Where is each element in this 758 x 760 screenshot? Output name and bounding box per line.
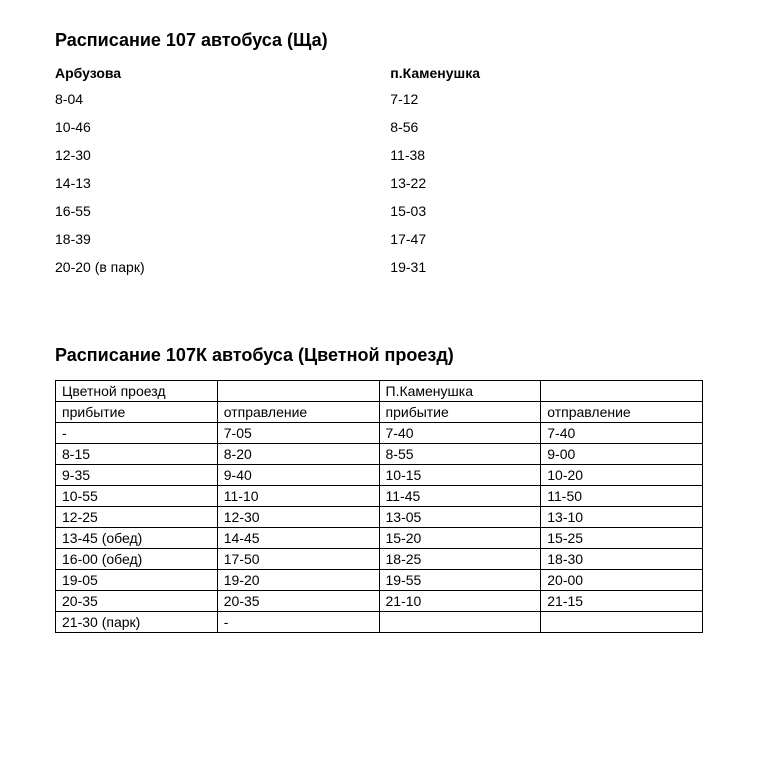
- schedule-107-right-time: 11-38: [390, 147, 670, 163]
- table-row: 20-35 20-35 21-10 21-15: [56, 591, 703, 612]
- schedule-107-left-time: 18-39: [55, 231, 335, 247]
- table-header-cell: [217, 381, 379, 402]
- table-cell: 10-15: [379, 465, 541, 486]
- table-cell: 19-05: [56, 570, 218, 591]
- table-header-row: Цветной проезд П.Каменушка: [56, 381, 703, 402]
- table-cell: 7-40: [379, 423, 541, 444]
- table-cell: 21-30 (парк): [56, 612, 218, 633]
- table-cell: 11-10: [217, 486, 379, 507]
- schedule-107-left-time: 12-30: [55, 147, 335, 163]
- table-header-cell: П.Каменушка: [379, 381, 541, 402]
- table-cell: [541, 612, 703, 633]
- schedule-107-left-time: 10-46: [55, 119, 335, 135]
- table-subheader-cell: отправление: [541, 402, 703, 423]
- schedule-107k-title: Расписание 107К автобуса (Цветной проезд…: [55, 345, 703, 366]
- table-row: 19-05 19-20 19-55 20-00: [56, 570, 703, 591]
- table-cell: 18-25: [379, 549, 541, 570]
- table-row: 16-00 (обед) 17-50 18-25 18-30: [56, 549, 703, 570]
- table-cell: 11-45: [379, 486, 541, 507]
- table-row: 13-45 (обед) 14-45 15-20 15-25: [56, 528, 703, 549]
- schedule-107-right-time: 7-12: [390, 91, 670, 107]
- table-cell: -: [56, 423, 218, 444]
- table-cell: 20-35: [217, 591, 379, 612]
- schedule-107-left-time: 8-04: [55, 91, 335, 107]
- schedule-107-title: Расписание 107 автобуса (Ща): [55, 30, 703, 51]
- table-cell: 21-15: [541, 591, 703, 612]
- schedule-107-right-header: п.Каменушка: [390, 65, 670, 81]
- table-cell: 19-20: [217, 570, 379, 591]
- table-cell: 11-50: [541, 486, 703, 507]
- schedule-107-two-column: Арбузова 8-04 10-46 12-30 14-13 16-55 18…: [55, 65, 671, 287]
- schedule-107k-table: Цветной проезд П.Каменушка прибытие отпр…: [55, 380, 703, 633]
- table-cell: -: [217, 612, 379, 633]
- table-cell: 9-35: [56, 465, 218, 486]
- table-cell: 9-00: [541, 444, 703, 465]
- table-cell: 15-20: [379, 528, 541, 549]
- table-subheader-cell: прибытие: [56, 402, 218, 423]
- table-cell: 20-35: [56, 591, 218, 612]
- schedule-107-left-time: 16-55: [55, 203, 335, 219]
- table-cell: 14-45: [217, 528, 379, 549]
- table-cell: 21-10: [379, 591, 541, 612]
- table-cell: 13-45 (обед): [56, 528, 218, 549]
- schedule-107-right-time: 15-03: [390, 203, 670, 219]
- table-cell: 7-40: [541, 423, 703, 444]
- table-cell: 8-20: [217, 444, 379, 465]
- schedule-107-right-time: 8-56: [390, 119, 670, 135]
- table-cell: 8-15: [56, 444, 218, 465]
- table-row: 12-25 12-30 13-05 13-10: [56, 507, 703, 528]
- table-header-cell: Цветной проезд: [56, 381, 218, 402]
- table-row: 21-30 (парк) -: [56, 612, 703, 633]
- table-row: 9-35 9-40 10-15 10-20: [56, 465, 703, 486]
- table-cell: 10-55: [56, 486, 218, 507]
- table-subheader-row: прибытие отправление прибытие отправлени…: [56, 402, 703, 423]
- table-cell: 16-00 (обед): [56, 549, 218, 570]
- schedule-107-right-time: 17-47: [390, 231, 670, 247]
- table-header-cell: [541, 381, 703, 402]
- table-cell: 13-05: [379, 507, 541, 528]
- schedule-107-left-time: 14-13: [55, 175, 335, 191]
- table-cell: 18-30: [541, 549, 703, 570]
- schedule-107-right-time: 13-22: [390, 175, 670, 191]
- schedule-107-left-header: Арбузова: [55, 65, 335, 81]
- table-subheader-cell: прибытие: [379, 402, 541, 423]
- table-cell: 19-55: [379, 570, 541, 591]
- schedule-107-right-col: п.Каменушка 7-12 8-56 11-38 13-22 15-03 …: [335, 65, 670, 287]
- table-cell: 20-00: [541, 570, 703, 591]
- table-cell: 9-40: [217, 465, 379, 486]
- schedule-107-left-col: Арбузова 8-04 10-46 12-30 14-13 16-55 18…: [55, 65, 335, 287]
- table-cell: 12-30: [217, 507, 379, 528]
- table-cell: 12-25: [56, 507, 218, 528]
- table-cell: 7-05: [217, 423, 379, 444]
- table-row: - 7-05 7-40 7-40: [56, 423, 703, 444]
- table-cell: 13-10: [541, 507, 703, 528]
- table-row: 8-15 8-20 8-55 9-00: [56, 444, 703, 465]
- table-subheader-cell: отправление: [217, 402, 379, 423]
- schedule-107-left-time: 20-20 (в парк): [55, 259, 335, 275]
- table-cell: 10-20: [541, 465, 703, 486]
- table-row: 10-55 11-10 11-45 11-50: [56, 486, 703, 507]
- table-cell: 15-25: [541, 528, 703, 549]
- table-cell: 8-55: [379, 444, 541, 465]
- schedule-107-right-time: 19-31: [390, 259, 670, 275]
- table-cell: [379, 612, 541, 633]
- table-cell: 17-50: [217, 549, 379, 570]
